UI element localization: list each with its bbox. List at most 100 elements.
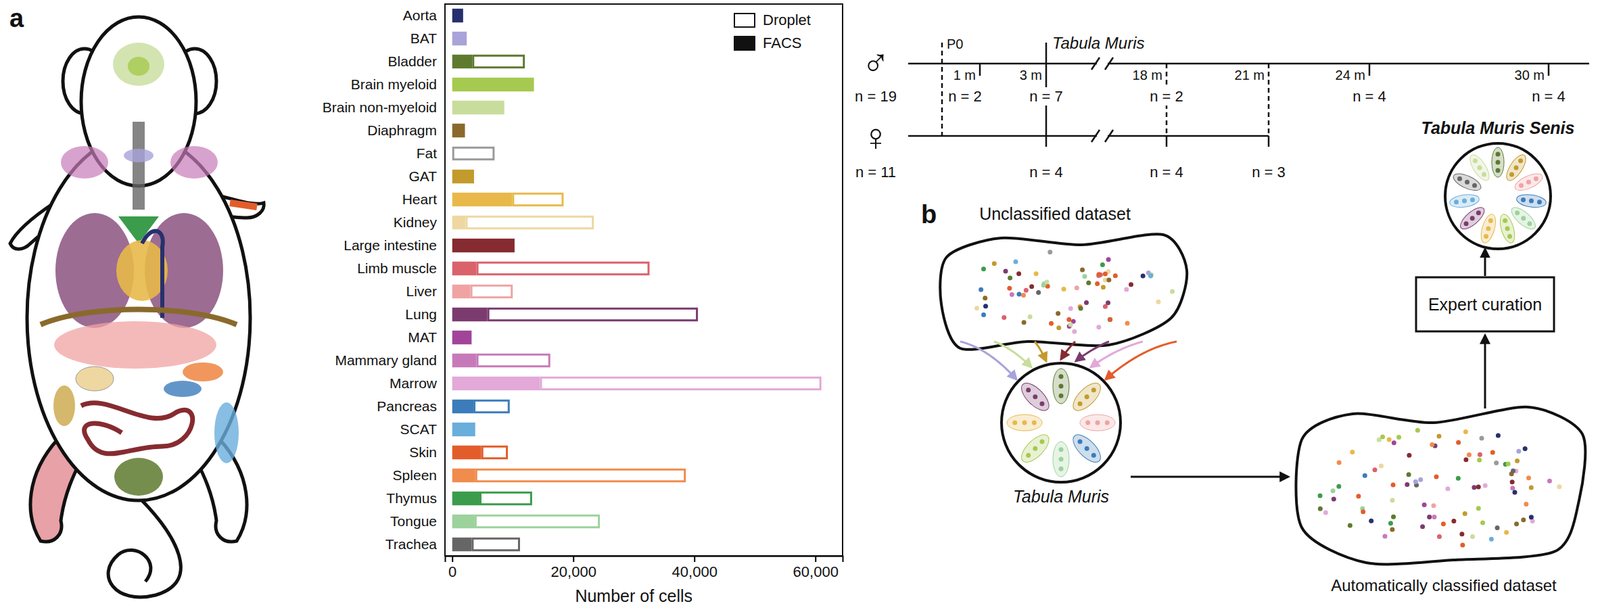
cell-dot (978, 287, 984, 293)
cell-dot (1556, 484, 1562, 489)
cell-dot (1391, 514, 1396, 520)
cell-dot (1506, 461, 1511, 467)
cell-dot (1404, 482, 1410, 487)
cell-dot (1044, 279, 1049, 285)
cell-dot (1336, 484, 1341, 489)
cell-dot (1048, 321, 1054, 326)
organ-liver (54, 321, 217, 369)
panel-letter: b (921, 200, 937, 229)
y-tick: Kidney (393, 214, 438, 230)
bar-facs (452, 330, 473, 345)
cell-dot (1107, 317, 1113, 322)
y-tick: Large intestine (343, 237, 437, 253)
category-label: Large intestine (343, 237, 437, 253)
female-count: n = 4 (1149, 163, 1184, 181)
cell-dot (1021, 292, 1026, 298)
cell-dot (1059, 457, 1064, 462)
category-label: Lung (405, 306, 437, 322)
y-tick: Trachea (385, 536, 438, 552)
cluster (1497, 212, 1518, 245)
cell-dot (1006, 286, 1012, 291)
cell-dot (1470, 197, 1475, 203)
y-tick: Brain non-myeloid (322, 99, 437, 115)
cell-dot (1472, 158, 1478, 163)
bar-facs (452, 238, 515, 253)
cell-dot (1336, 459, 1342, 465)
organ-heart (116, 240, 168, 301)
cell-dot (1480, 520, 1486, 525)
category-label: Thymus (386, 490, 437, 506)
x-tick-label: 60,000 (793, 563, 839, 581)
cell-dot (1033, 271, 1039, 276)
y-tick: BAT (410, 30, 437, 46)
result-atlas (1445, 143, 1551, 249)
curation-label: Expert curation (1428, 294, 1542, 314)
x-axis-line (445, 556, 844, 563)
category-label: MAT (407, 329, 437, 345)
female-count: n = 3 (1251, 163, 1286, 181)
classify-arrow (1105, 341, 1177, 380)
male-count: n = 2 (948, 87, 982, 105)
cell-dot (1068, 306, 1074, 312)
cell-dot (1495, 525, 1500, 531)
cell-dot (1347, 522, 1353, 528)
bar-facs (452, 514, 475, 529)
cell-dot (1104, 420, 1110, 426)
label-patch (1249, 162, 1288, 182)
bar-facs (452, 54, 473, 69)
bar-facs (452, 422, 476, 437)
cell-dot (1396, 434, 1402, 440)
cluster (1466, 152, 1494, 184)
male-count-group: n = 4 (1350, 87, 1389, 106)
cell-dot (1091, 387, 1097, 393)
cell-dot (992, 261, 997, 266)
cell-dot (974, 305, 980, 311)
cell-dot (1516, 449, 1521, 454)
female-count-group: n = 4 (1027, 162, 1066, 182)
male-count-group: n = 7 (1027, 87, 1066, 106)
bar-droplet (453, 147, 494, 159)
cell-dot (1123, 286, 1129, 292)
cell-dot (1331, 496, 1337, 502)
cell-dot (1547, 478, 1552, 484)
cell-dot (1084, 394, 1090, 399)
cell-dot (981, 312, 986, 318)
cell-dot (1471, 484, 1477, 490)
organ-gland (170, 146, 218, 179)
cell-dot (1012, 420, 1018, 426)
female-symbol: ♀ (861, 115, 890, 159)
p0-line (941, 42, 944, 136)
cell-dot (1523, 501, 1529, 507)
skin-sample (229, 202, 257, 207)
bar-droplet (477, 354, 550, 366)
cell-dot (1476, 505, 1481, 511)
cell-dot (1059, 373, 1064, 379)
x-tick: 60,000 (793, 555, 839, 581)
axis-break-gap (1096, 131, 1108, 140)
category-label: Fat (416, 145, 438, 161)
cell-dot (1061, 286, 1066, 292)
age-tick (1368, 63, 1371, 76)
cell-dot (1106, 256, 1112, 262)
age-connector (1267, 63, 1270, 136)
organ-kidney (75, 366, 114, 391)
bar-facs (452, 399, 474, 414)
x-axis: 020,00040,00060,000 (445, 555, 844, 581)
cell-dot (1514, 521, 1519, 527)
cell-dot (981, 266, 986, 272)
cell-dot (1476, 484, 1481, 490)
organ-gat (53, 385, 76, 427)
label-patch (1027, 162, 1066, 182)
cell-dot (1457, 176, 1463, 182)
cluster (1017, 430, 1054, 467)
cell-dot (1360, 509, 1366, 514)
cell-dot (1453, 199, 1459, 205)
x-tick: 20,000 (551, 555, 597, 581)
y-tick: Diaphragm (367, 122, 437, 138)
cell-dot (1485, 225, 1491, 231)
category-label: Aorta (403, 7, 438, 23)
cell-dot (1056, 325, 1062, 331)
cell-dot (1526, 475, 1532, 481)
cell-dot (1001, 315, 1007, 320)
label-patch (1350, 87, 1389, 106)
